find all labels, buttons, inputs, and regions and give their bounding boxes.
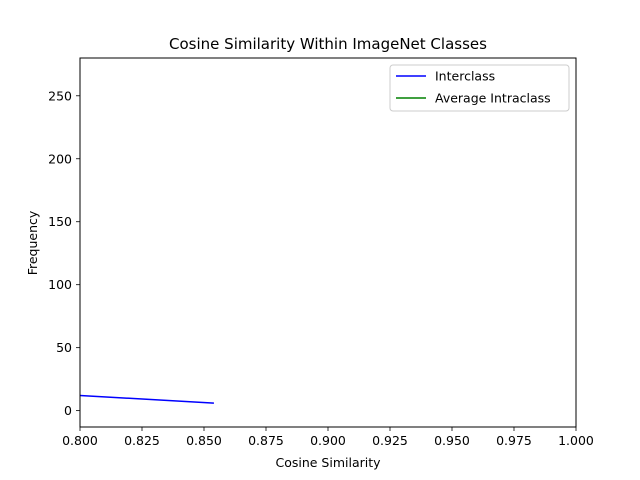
y-tick-label: 100 xyxy=(48,277,72,292)
y-tick-label: 200 xyxy=(48,151,72,166)
legend-label-average-intraclass: Average Intraclass xyxy=(435,91,551,106)
x-tick-label: 0.900 xyxy=(310,433,346,448)
legend: Interclass Average Intraclass xyxy=(389,64,570,112)
x-tick-label: 0.800 xyxy=(62,433,98,448)
x-axis-ticks: 0.800 0.825 0.850 0.875 0.900 0.925 0.950 0.975… xyxy=(62,427,594,448)
legend-label-interclass: Interclass xyxy=(435,69,495,84)
x-axis-label: Cosine Similarity xyxy=(275,455,381,470)
y-tick-label: 250 xyxy=(48,88,72,103)
x-tick-label: 0.850 xyxy=(186,433,222,448)
x-tick-label: 0.875 xyxy=(248,433,284,448)
y-axis-ticks: 0 50 100 150 200 250 xyxy=(48,88,80,418)
y-tick-label: 0 xyxy=(64,403,72,418)
chart-title: Cosine Similarity Within ImageNet Classe… xyxy=(169,35,487,53)
y-tick-label: 50 xyxy=(56,340,72,355)
y-axis-label: Frequency xyxy=(25,210,40,275)
y-tick-label: 150 xyxy=(48,214,72,229)
x-tick-label: 1.000 xyxy=(558,433,594,448)
x-tick-label: 0.825 xyxy=(124,433,160,448)
legend-box xyxy=(389,64,570,112)
x-tick-label: 0.950 xyxy=(434,433,470,448)
series-line-interclass xyxy=(79,394,214,404)
plot-lines xyxy=(79,394,214,404)
x-tick-label: 0.975 xyxy=(496,433,532,448)
x-tick-label: 0.925 xyxy=(372,433,408,448)
